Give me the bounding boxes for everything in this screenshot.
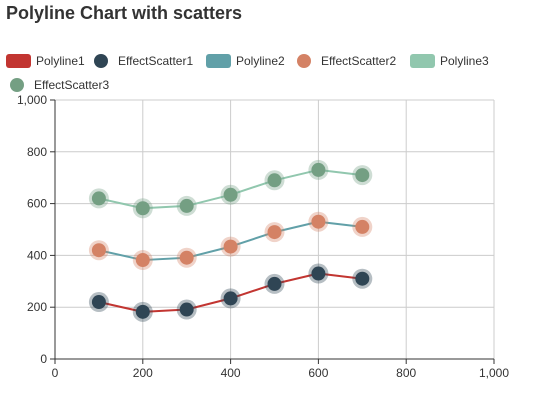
- scatter-point-effectscatter3: [355, 168, 370, 183]
- scatter-point-effectscatter2: [91, 243, 106, 258]
- legend-label: EffectScatter2: [321, 54, 397, 68]
- legend-label: Polyline2: [236, 54, 285, 68]
- x-tick-label: 0: [52, 366, 59, 380]
- chart-title: Polyline Chart with scatters: [6, 3, 243, 23]
- scatter-point-effectscatter1: [311, 266, 326, 281]
- y-tick-label: 0: [40, 352, 47, 366]
- legend-label: Polyline1: [36, 54, 85, 68]
- scatter-point-effectscatter3: [91, 191, 106, 206]
- scatter-point-effectscatter1: [355, 271, 370, 286]
- legend-item-polyline1[interactable]: Polyline1: [6, 54, 85, 68]
- legend-item-effectscatter1[interactable]: EffectScatter1: [94, 54, 193, 68]
- scatter-point-effectscatter3: [267, 173, 282, 188]
- scatter-point-effectscatter1: [135, 304, 150, 319]
- legend-label: EffectScatter1: [118, 54, 194, 68]
- y-tick-label: 400: [27, 248, 47, 262]
- x-tick-label: 200: [133, 366, 153, 380]
- legend-line-swatch: [206, 54, 231, 68]
- scatter-point-effectscatter2: [311, 214, 326, 229]
- scatter-point-effectscatter2: [355, 219, 370, 234]
- legend-item-polyline2[interactable]: Polyline2: [206, 54, 285, 68]
- legend-label: EffectScatter3: [34, 78, 110, 92]
- scatter-point-effectscatter3: [311, 162, 326, 177]
- legend-label: Polyline3: [440, 54, 489, 68]
- y-tick-label: 600: [27, 197, 47, 211]
- x-tick-label: 400: [221, 366, 241, 380]
- scatter-point-effectscatter1: [267, 276, 282, 291]
- scatter-point-effectscatter1: [223, 291, 238, 306]
- y-tick-label: 800: [27, 145, 47, 159]
- scatter-point-effectscatter2: [267, 225, 282, 240]
- legend-item-effectscatter2[interactable]: EffectScatter2: [297, 54, 396, 68]
- scatter-point-effectscatter1: [91, 295, 106, 310]
- y-tick-label: 1,000: [17, 93, 47, 107]
- x-tick-label: 600: [308, 366, 328, 380]
- scatter-point-effectscatter3: [223, 187, 238, 202]
- legend-line-swatch: [410, 54, 435, 68]
- scatter-point-effectscatter3: [135, 201, 150, 216]
- legend-dot-swatch: [297, 54, 311, 68]
- scatter-point-effectscatter2: [179, 250, 194, 265]
- x-tick-label: 1,000: [479, 366, 509, 380]
- scatter-point-effectscatter2: [135, 253, 150, 268]
- legend-item-effectscatter3[interactable]: EffectScatter3: [10, 78, 109, 92]
- legend-dot-swatch: [94, 54, 108, 68]
- scatter-point-effectscatter3: [179, 198, 194, 213]
- scatter-point-effectscatter2: [223, 239, 238, 254]
- legend-item-polyline3[interactable]: Polyline3: [410, 54, 489, 68]
- legend-line-swatch: [6, 54, 31, 68]
- scatter-point-effectscatter1: [179, 302, 194, 317]
- y-tick-label: 200: [27, 300, 47, 314]
- x-tick-label: 800: [396, 366, 416, 380]
- legend-dot-swatch: [10, 78, 24, 92]
